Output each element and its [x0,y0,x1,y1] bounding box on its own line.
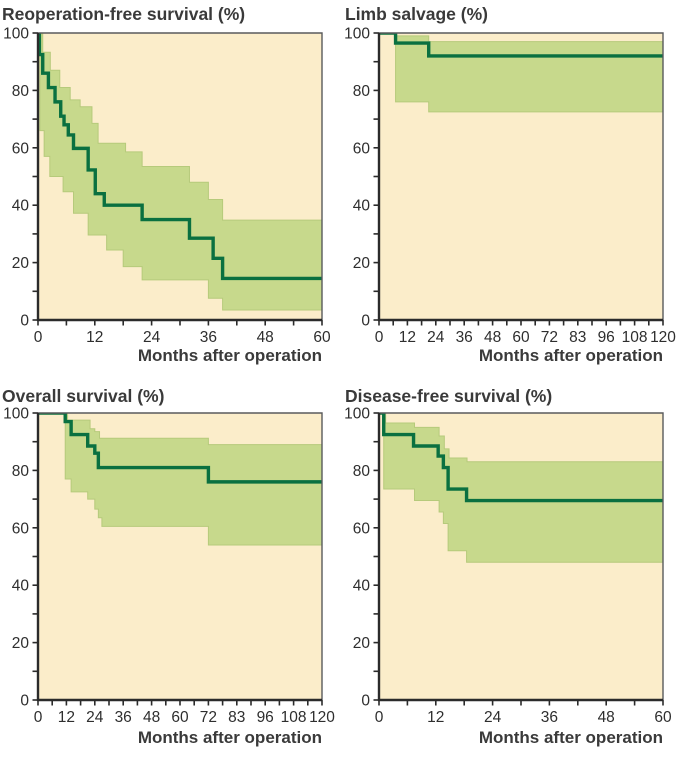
plot-frame [379,32,664,320]
chart-title: Limb salvage (%) [345,4,488,24]
ci-band [38,33,322,311]
x-tick-label: 120 [309,709,335,726]
x-tick-label: 24 [484,709,502,726]
x-tick-label: 12 [427,709,444,726]
x-tick-label: 0 [375,329,384,346]
survival-curve [379,413,663,503]
x-tick-label: 0 [34,329,43,346]
y-tick-label: 100 [3,406,29,423]
x-tick-label: 60 [512,329,530,346]
ci-band [38,413,322,546]
overall-survival-plot: Overall survival (%) 0 20 40 60 80 100 0 12 24 36… [2,386,335,747]
x-tick-label: 36 [200,329,217,346]
chart-disease-free-survival: Disease-free survival (%) 0 20 40 60 80 100 0 1… [341,380,683,759]
x-tick-label: 24 [86,709,104,726]
x-tick-label: 36 [541,709,558,726]
disease-free-survival-plot: Disease-free survival (%) 0 20 40 60 80 100 0 1… [344,386,672,747]
chart-reoperation-free-survival: Reoperation-free survival (%) 0 20 40 60 80 1… [0,0,341,380]
chart-title: Reoperation-free survival (%) [2,4,245,24]
x-tick-label: 83 [569,329,586,346]
y-tick-label: 60 [353,520,371,537]
plot-frame [38,412,323,700]
y-tick-label: 40 [12,578,30,595]
x-axis-label: Months after operation [479,728,663,747]
x-tick-label: 60 [171,709,189,726]
x-tick-label: 0 [375,709,384,726]
y-tick-label: 80 [12,83,30,100]
x-tick-label: 48 [598,709,615,726]
y-tick-label: 0 [20,313,29,330]
y-tick-label: 100 [3,26,29,43]
chart-overall-survival: Overall survival (%) 0 20 40 60 80 100 0 12 24 36… [0,380,341,759]
x-tick-label: 24 [143,329,161,346]
x-tick-label: 108 [281,709,307,726]
x-tick-label: 36 [456,329,473,346]
y-tick-label: 100 [344,406,370,423]
chart-limb-salvage: Limb salvage (%) 0 20 40 60 80 100 0 12 24 36 48 60… [341,0,683,380]
y-tick-label: 80 [353,83,371,100]
x-tick-label: 12 [399,329,416,346]
survival-curve [38,33,322,281]
x-tick-label: 12 [86,329,103,346]
y-tick-label: 0 [361,313,370,330]
y-tick-label: 80 [12,463,30,480]
y-tick-label: 60 [12,520,30,537]
x-axis-label: Months after operation [138,346,322,365]
y-tick-label: 40 [353,578,371,595]
plot-frame [379,412,664,700]
x-axis-label: Months after operation [479,346,663,365]
y-tick-label: 100 [344,26,370,43]
y-tick-label: 0 [20,693,29,710]
x-tick-label: 96 [257,709,274,726]
y-tick-label: 20 [12,635,30,652]
x-tick-label: 12 [58,709,75,726]
y-tick-label: 40 [12,198,30,215]
chart-title: Disease-free survival (%) [345,386,552,406]
x-tick-label: 0 [34,709,43,726]
y-tick-label: 80 [353,463,371,480]
x-tick-label: 48 [143,709,160,726]
x-tick-label: 24 [427,329,445,346]
limb-salvage-plot: Limb salvage (%) 0 20 40 60 80 100 0 12 24 36 48 60… [344,4,676,365]
reoperation-free-survival-plot: Reoperation-free survival (%) 0 20 40 60 80 1… [2,4,331,365]
x-tick-label: 36 [115,709,132,726]
y-tick-label: 20 [353,255,371,272]
y-tick-label: 60 [353,140,371,157]
y-tick-label: 60 [12,140,30,157]
survival-curve [38,413,322,484]
x-tick-label: 60 [654,709,672,726]
x-tick-label: 72 [541,329,558,346]
y-tick-label: 20 [353,635,371,652]
chart-title: Overall survival (%) [2,386,164,406]
survival-curve [379,33,663,58]
plot-frame [38,32,323,320]
y-tick-label: 0 [361,693,370,710]
x-tick-label: 108 [622,329,648,346]
x-tick-label: 120 [650,329,676,346]
x-tick-label: 83 [228,709,245,726]
y-tick-label: 40 [353,198,371,215]
x-tick-label: 48 [484,329,501,346]
x-tick-label: 96 [598,329,615,346]
x-tick-label: 48 [257,329,274,346]
x-tick-label: 60 [313,329,331,346]
ci-band [379,413,663,563]
x-tick-label: 72 [200,709,217,726]
ci-band [379,33,663,113]
y-tick-label: 20 [12,255,30,272]
x-axis-label: Months after operation [138,728,322,747]
